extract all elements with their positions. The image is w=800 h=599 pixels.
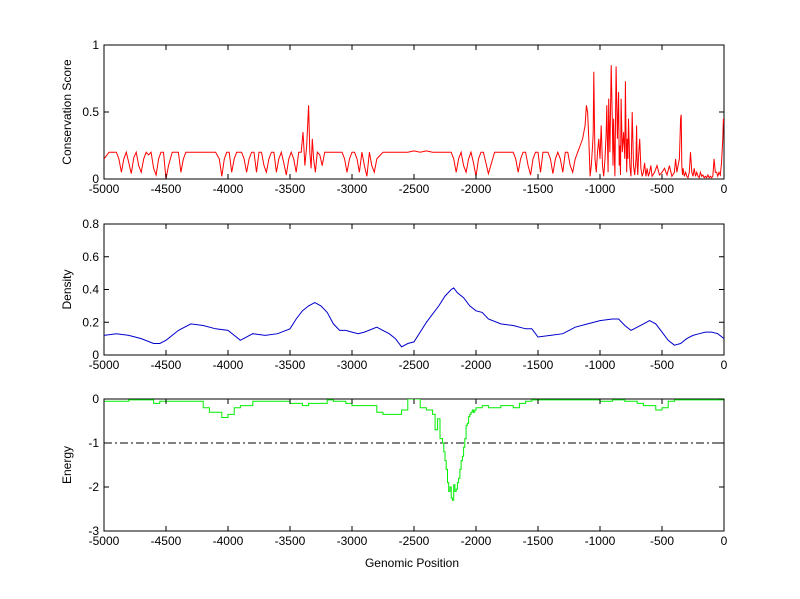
density-series-line xyxy=(104,287,724,348)
energy-y-tick-label: -2 xyxy=(88,480,99,494)
conservation-y-tick-label: 1 xyxy=(92,38,99,52)
conservation-series-line xyxy=(104,65,724,179)
conservation-x-tick-label: -3000 xyxy=(337,182,368,196)
density-x-tick-label: -4500 xyxy=(151,358,182,372)
x-axis-label: Genomic Position xyxy=(365,556,459,570)
conservation-x-tick-label: -1500 xyxy=(523,182,554,196)
energy-x-tick-label: -5000 xyxy=(89,534,120,548)
conservation-y-axis-label: Conservation Score xyxy=(60,59,74,165)
conservation-y-tick-label: 0 xyxy=(92,172,99,186)
conservation-x-tick-label: -2000 xyxy=(461,182,492,196)
density-x-tick-label: -4000 xyxy=(213,358,244,372)
conservation-x-tick-label: -4000 xyxy=(213,182,244,196)
conservation-x-tick-label: -5000 xyxy=(89,182,120,196)
density-x-tick-label: -2500 xyxy=(399,358,430,372)
density-x-tick-label: 0 xyxy=(721,358,728,372)
density-x-tick-label: -5000 xyxy=(89,358,120,372)
energy-x-tick-label: -4000 xyxy=(213,534,244,548)
energy-panel: -5000 -4500 -4000 -3500 -3000 -2500 -2000 -1500… xyxy=(60,392,728,548)
energy-x-tick-label: -1500 xyxy=(523,534,554,548)
density-x-tick-label: -2000 xyxy=(461,358,492,372)
conservation-x-tick-label: -2500 xyxy=(399,182,430,196)
density-plot-frame xyxy=(103,223,725,356)
energy-y-tick-label: -3 xyxy=(88,524,99,538)
energy-y-tick-label: -1 xyxy=(88,436,99,450)
energy-y-axis-label: Energy xyxy=(60,446,74,484)
density-y-tick-label: 0.2 xyxy=(82,315,99,329)
density-y-tick-label: 0.4 xyxy=(82,283,99,297)
conservation-x-tick-label: -1000 xyxy=(585,182,616,196)
density-panel: -5000 -4500 -4000 -3500 -3000 -2500 -2000 -1500… xyxy=(60,217,728,372)
density-y-axis-label: Density xyxy=(60,269,74,309)
conservation-y-tick-label: 0.5 xyxy=(82,105,99,119)
density-x-tick-label: -1500 xyxy=(523,358,554,372)
energy-series-line xyxy=(104,399,724,501)
energy-x-tick-label: 0 xyxy=(721,534,728,548)
density-y-tick-label: 0 xyxy=(92,348,99,362)
energy-x-tick-label: -1000 xyxy=(585,534,616,548)
density-y-tick-label: 0.6 xyxy=(82,250,99,264)
energy-plot-frame xyxy=(103,398,725,532)
density-x-tick-label: -3500 xyxy=(275,358,306,372)
density-x-tick-label: -3000 xyxy=(337,358,368,372)
energy-x-tick-label: -4500 xyxy=(151,534,182,548)
energy-x-tick-label: -3500 xyxy=(275,534,306,548)
density-x-tick-label: -1000 xyxy=(585,358,616,372)
energy-x-tick-label: -3000 xyxy=(337,534,368,548)
density-x-tick-label: -500 xyxy=(650,358,674,372)
conservation-x-tick-label: -3500 xyxy=(275,182,306,196)
conservation-x-tick-label: 0 xyxy=(721,182,728,196)
energy-y-tick-label: 0 xyxy=(92,392,99,406)
conservation-x-tick-label: -4500 xyxy=(151,182,182,196)
energy-x-tick-label: -2000 xyxy=(461,534,492,548)
energy-x-tick-label: -500 xyxy=(650,534,674,548)
energy-x-tick-label: -2500 xyxy=(399,534,430,548)
density-y-tick-label: 0.8 xyxy=(82,217,99,231)
conservation-score-panel: -5000 -4500 -4000 -3500 -3000 -2500 -2000 -1500… xyxy=(60,38,728,196)
conservation-x-tick-label: -500 xyxy=(650,182,674,196)
